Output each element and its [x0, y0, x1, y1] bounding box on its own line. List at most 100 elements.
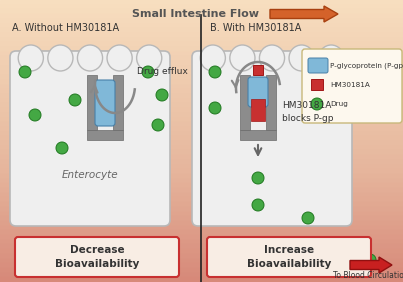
Bar — [0, 132, 403, 137]
Bar — [0, 80, 403, 86]
Bar — [0, 42, 403, 48]
Bar — [0, 122, 403, 128]
Bar — [0, 193, 403, 199]
Circle shape — [142, 66, 154, 78]
Bar — [0, 268, 403, 274]
Bar — [240, 130, 276, 140]
Bar — [0, 183, 403, 189]
Ellipse shape — [260, 45, 285, 71]
Bar — [0, 249, 403, 255]
Bar — [0, 188, 403, 194]
Bar — [0, 0, 403, 6]
Bar — [0, 28, 403, 34]
Circle shape — [56, 142, 68, 154]
Bar — [0, 113, 403, 118]
Ellipse shape — [200, 45, 225, 71]
Bar — [0, 5, 403, 10]
Bar — [0, 197, 403, 203]
Circle shape — [152, 119, 164, 131]
Circle shape — [19, 66, 31, 78]
Bar — [0, 52, 403, 58]
FancyBboxPatch shape — [248, 77, 268, 107]
Bar — [0, 89, 403, 95]
Text: Small Intestine Flow: Small Intestine Flow — [131, 9, 258, 19]
Bar — [0, 136, 403, 142]
Ellipse shape — [230, 45, 255, 71]
Circle shape — [302, 212, 314, 224]
Bar — [0, 99, 403, 104]
Ellipse shape — [319, 45, 344, 71]
Bar — [87, 75, 97, 130]
Circle shape — [209, 102, 221, 114]
Bar — [0, 207, 403, 213]
FancyBboxPatch shape — [207, 237, 371, 277]
Bar — [0, 19, 403, 25]
Bar — [0, 230, 403, 236]
FancyBboxPatch shape — [192, 51, 352, 226]
Bar — [0, 94, 403, 100]
Bar — [0, 212, 403, 217]
Bar — [0, 169, 403, 175]
Bar — [0, 221, 403, 227]
Bar — [0, 254, 403, 259]
Circle shape — [29, 109, 41, 121]
Bar — [0, 244, 403, 250]
Text: Drug: Drug — [330, 101, 348, 107]
Text: P-glycoprotein (P-gp): P-glycoprotein (P-gp) — [330, 63, 403, 69]
Bar — [0, 47, 403, 53]
Bar — [0, 146, 403, 151]
Bar — [0, 259, 403, 264]
Ellipse shape — [18, 45, 44, 71]
Text: Enterocyte: Enterocyte — [62, 170, 118, 180]
Bar — [0, 216, 403, 222]
FancyBboxPatch shape — [10, 51, 170, 226]
Ellipse shape — [107, 45, 132, 71]
Bar — [253, 65, 263, 75]
FancyBboxPatch shape — [302, 49, 402, 123]
Text: Increase
Bioavailability: Increase Bioavailability — [247, 245, 331, 269]
Bar — [0, 277, 403, 282]
Ellipse shape — [48, 45, 73, 71]
Bar — [311, 79, 323, 90]
Bar — [0, 174, 403, 180]
Text: Drug efflux: Drug efflux — [137, 67, 188, 76]
Bar — [0, 56, 403, 62]
Text: A. Without HM30181A: A. Without HM30181A — [12, 23, 119, 33]
Bar — [0, 141, 403, 147]
Bar — [0, 226, 403, 231]
Bar — [0, 235, 403, 241]
Bar — [0, 23, 403, 29]
Text: Decrease
Bioavailability: Decrease Bioavailability — [55, 245, 139, 269]
Circle shape — [252, 172, 264, 184]
Bar — [0, 66, 403, 72]
Bar — [251, 99, 265, 121]
FancyBboxPatch shape — [308, 58, 328, 73]
Bar — [0, 85, 403, 90]
Circle shape — [332, 239, 344, 251]
Bar — [113, 75, 123, 130]
Bar — [0, 202, 403, 208]
FancyBboxPatch shape — [15, 237, 179, 277]
Bar — [0, 118, 403, 123]
Bar — [87, 130, 123, 140]
Bar — [0, 61, 403, 67]
Bar — [0, 103, 403, 109]
Circle shape — [69, 94, 81, 106]
Circle shape — [311, 98, 323, 110]
Bar — [0, 164, 403, 170]
Text: HM30181A
blocks P-gp: HM30181A blocks P-gp — [282, 101, 334, 123]
Text: HM30181A: HM30181A — [330, 82, 370, 88]
Circle shape — [364, 254, 376, 266]
Circle shape — [252, 199, 264, 211]
FancyBboxPatch shape — [95, 80, 115, 126]
Bar — [0, 9, 403, 15]
Bar — [266, 75, 276, 130]
Circle shape — [209, 66, 221, 78]
Ellipse shape — [289, 45, 314, 71]
Bar — [0, 127, 403, 133]
Bar — [0, 70, 403, 76]
FancyArrow shape — [350, 257, 392, 273]
Bar — [0, 273, 403, 278]
Text: To Blood Circulation: To Blood Circulation — [333, 272, 403, 281]
Bar — [0, 150, 403, 156]
